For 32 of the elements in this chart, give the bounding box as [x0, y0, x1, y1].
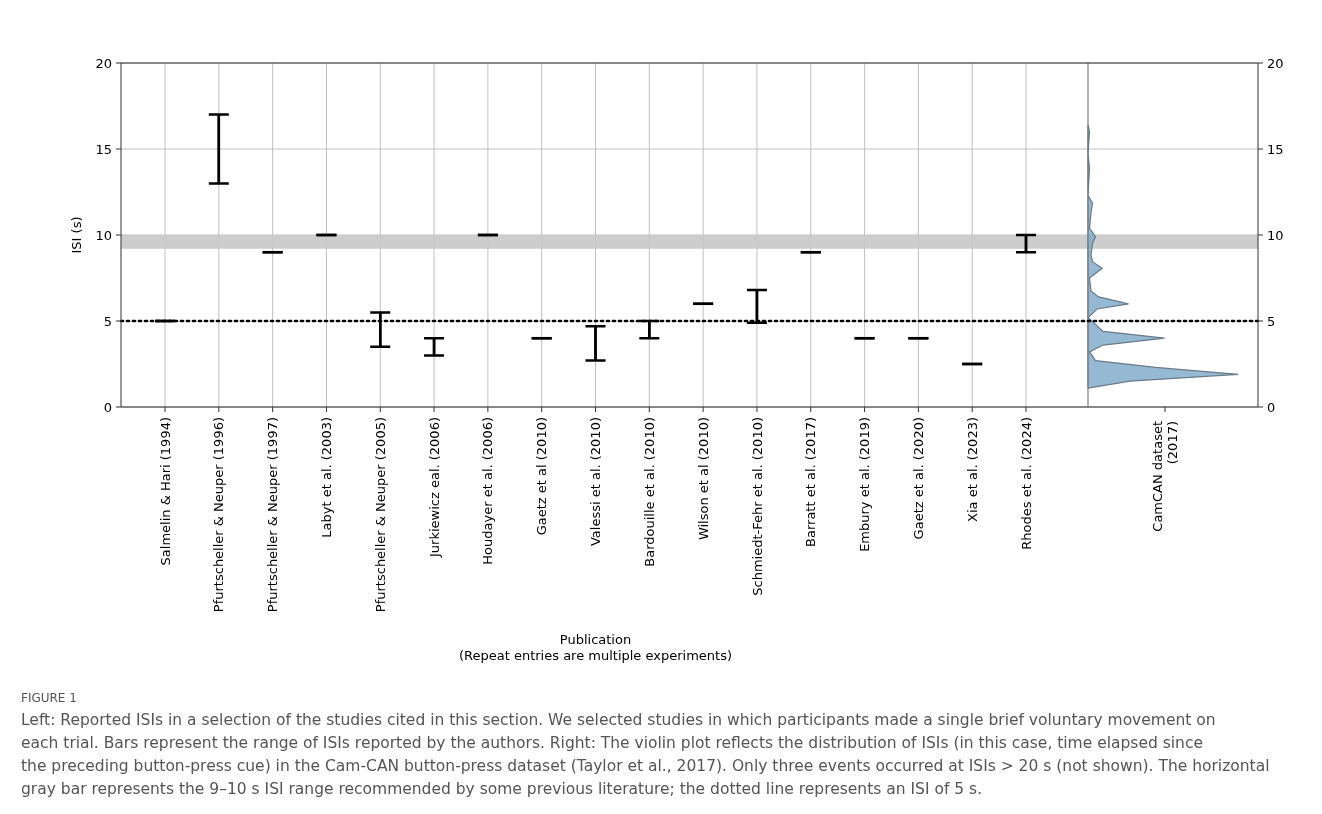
- x-tick-label: Pfurtscheller & Neuper (1997): [265, 417, 281, 613]
- x-tick-label: Embury et al. (2019): [857, 417, 873, 552]
- x-tick-label: Wilson et al (2010): [695, 417, 711, 541]
- y-tick-label: 5: [1267, 313, 1276, 329]
- y-tick-label: 5: [103, 313, 112, 329]
- x-tick-label: Gaetz et al. (2020): [910, 417, 926, 540]
- x-tick-label: Schmiedt-Fehr et al. (2010): [749, 417, 765, 596]
- x-tick-label: Jurkiewicz eal. (2006): [426, 417, 442, 558]
- x-tick-label: Rhodes et al. (2024): [1018, 417, 1034, 550]
- y-tick-label: 15: [95, 141, 112, 157]
- text: CamCAN dataset (2017): [1149, 421, 1181, 532]
- x-tick-label: Salmelin & Hari (1994): [157, 417, 173, 566]
- y-tick-label: 20: [1267, 55, 1284, 71]
- x-tick-label: Xia et al. (2023): [964, 417, 980, 522]
- caption: FIGURE 1: [21, 691, 77, 705]
- x-tick-label: Pfurtscheller & Neuper (2005): [372, 417, 388, 613]
- x-tick-label: Pfurtscheller & Neuper (1996): [211, 417, 227, 613]
- y-tick-label: 20: [95, 55, 112, 71]
- x-axis-title: Publication (Repeat entries are multiple experiments): [458, 632, 733, 663]
- x-tick-label: Barratt et al. (2017): [803, 417, 819, 547]
- x-tick-label: Gaetz et al (2010): [534, 417, 550, 536]
- y-tick-label: 10: [95, 227, 112, 243]
- y-tick-label: 10: [1267, 227, 1284, 243]
- x-tick-label: Labyt et al. (2003): [318, 417, 334, 538]
- y-tick-label: 0: [1267, 399, 1276, 415]
- y-axis-title: ISI (s): [69, 216, 84, 254]
- x-tick-label: Valessi et al. (2010): [588, 417, 604, 547]
- x-tick-label: Bardouille et al. (2010): [641, 417, 657, 567]
- text: Left: Reported ISIs in a selection of the studies cited in this section. We selected studies in which participants made a single brief voluntary movement on each trial. Bars represent the range of ISIs reported by the authors. Right: The violin plot reflects the distribution of ISIs (in this case, time elapsed since the preceding button-press cue) in the Cam-CAN button-press dataset (Taylor et al., 2017). Only three events occurred at ISIs > 20 s (not shown). The horizontal gray bar represents the 9–10 s ISI range recommended by some previous literature; the dotted line represents an ISI of 5 s.: [21, 711, 1270, 798]
- y-tick-label: 0: [103, 399, 112, 415]
- x-tick-label: Houdayer et al. (2006): [480, 417, 496, 565]
- y-tick-label: 15: [1267, 141, 1284, 157]
